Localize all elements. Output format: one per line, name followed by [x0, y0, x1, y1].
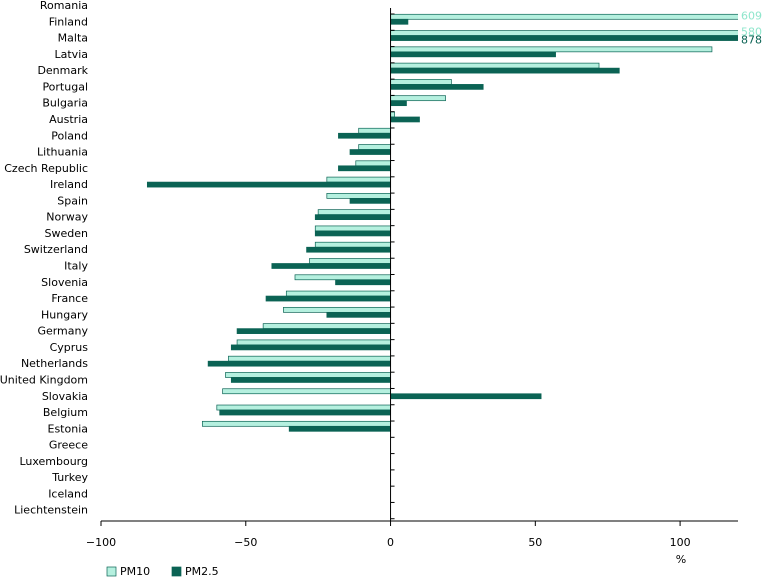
- bar: [349, 149, 391, 155]
- y-tick-label: Denmark: [37, 64, 88, 77]
- bar: [306, 246, 391, 253]
- x-tick-label: −50: [234, 536, 257, 549]
- bar: [338, 165, 391, 172]
- bar: [390, 84, 484, 90]
- y-tick-label: Slovakia: [42, 390, 88, 403]
- bar: [358, 144, 391, 150]
- bar: [288, 425, 391, 432]
- bar: [216, 404, 391, 411]
- bar: [390, 67, 620, 74]
- bar: [390, 35, 738, 41]
- bar: [335, 279, 391, 286]
- data-label: 609: [741, 9, 762, 22]
- y-tick-label: Spain: [57, 194, 88, 207]
- bar: [326, 176, 391, 183]
- bar: [265, 295, 391, 302]
- y-tick-label: Portugal: [42, 80, 88, 93]
- y-tick-label: Austria: [49, 113, 88, 126]
- bar: [283, 306, 391, 313]
- y-tick-label: Cyprus: [50, 341, 89, 354]
- bar: [201, 420, 391, 427]
- y-tick-label: Finland: [49, 15, 88, 28]
- y-tick-label: Turkey: [51, 471, 88, 484]
- plot-area: [146, 13, 738, 432]
- bar: [314, 214, 391, 221]
- y-tick-label: Norway: [46, 211, 88, 224]
- bar: [230, 377, 391, 383]
- bar: [309, 258, 391, 264]
- bar: [390, 13, 738, 20]
- y-tick-label: Malta: [58, 32, 88, 45]
- bar: [355, 160, 391, 167]
- bar: [338, 132, 391, 139]
- bar: [390, 30, 738, 36]
- x-tick-label: 100: [670, 536, 691, 549]
- bar: [390, 393, 542, 400]
- y-tick-label: France: [51, 292, 88, 305]
- bar: [271, 263, 391, 269]
- legend-label: PM10: [120, 565, 150, 578]
- x-axis-label: %: [676, 553, 686, 566]
- x-tick-label: 50: [528, 536, 542, 549]
- y-tick-label: Ireland: [50, 178, 88, 191]
- y-tick-label: Poland: [51, 129, 88, 142]
- bar: [390, 95, 446, 102]
- legend-swatch: [106, 566, 117, 577]
- y-tick-label: Italy: [64, 260, 88, 273]
- y-tick-label: Bulgaria: [42, 97, 88, 110]
- y-tick-label: Liechtenstein: [14, 504, 88, 517]
- bar: [262, 323, 391, 329]
- legend-swatch: [171, 566, 182, 577]
- y-tick-label: Netherlands: [21, 357, 88, 370]
- y-tick-label: Greece: [49, 439, 88, 452]
- bar: [390, 111, 395, 118]
- bar: [230, 344, 391, 351]
- data-label: 878: [741, 34, 762, 47]
- y-tick-label: Czech Republic: [4, 162, 88, 175]
- bar: [390, 100, 407, 107]
- bar: [326, 311, 391, 318]
- bar: [314, 230, 391, 237]
- x-tick-label: 0: [387, 536, 394, 549]
- y-tick-label: Luxembourg: [19, 455, 88, 468]
- bar: [390, 62, 600, 69]
- y-tick-label: Estonia: [48, 422, 89, 435]
- legend-label: PM2.5: [185, 565, 219, 578]
- y-tick-label: Switzerland: [24, 243, 88, 256]
- bar: [146, 181, 391, 188]
- bar: [390, 18, 409, 25]
- bar: [314, 225, 391, 232]
- bar: [285, 290, 391, 297]
- y-tick-label: Hungary: [41, 308, 88, 321]
- bar: [317, 209, 391, 216]
- bar: [225, 372, 391, 378]
- y-tick-label: Slovenia: [41, 276, 88, 289]
- bar: [207, 360, 391, 367]
- bar: [219, 409, 391, 416]
- bar: [390, 116, 420, 123]
- bar: [314, 241, 391, 248]
- bar: [294, 274, 391, 281]
- bar: [390, 79, 452, 85]
- data-label: 580: [741, 26, 762, 39]
- bar: [358, 127, 391, 134]
- x-tick-label: −100: [86, 536, 116, 549]
- bar: [390, 46, 713, 53]
- bar: [390, 51, 556, 58]
- y-tick-label: United Kingdom: [0, 373, 88, 386]
- bar: [236, 339, 391, 346]
- bar: [349, 198, 391, 204]
- y-tick-label: Lithuania: [37, 146, 88, 159]
- y-tick-label: Iceland: [48, 487, 88, 500]
- bar: [222, 388, 391, 395]
- bar: [326, 193, 391, 199]
- y-tick-label: Germany: [37, 325, 88, 338]
- y-tick-label: Latvia: [55, 48, 89, 61]
- bar: [228, 355, 391, 362]
- y-tick-label: Romania: [40, 0, 88, 12]
- y-tick-label: Sweden: [45, 227, 88, 240]
- bar: [236, 328, 391, 334]
- y-tick-label: Belgium: [43, 406, 88, 419]
